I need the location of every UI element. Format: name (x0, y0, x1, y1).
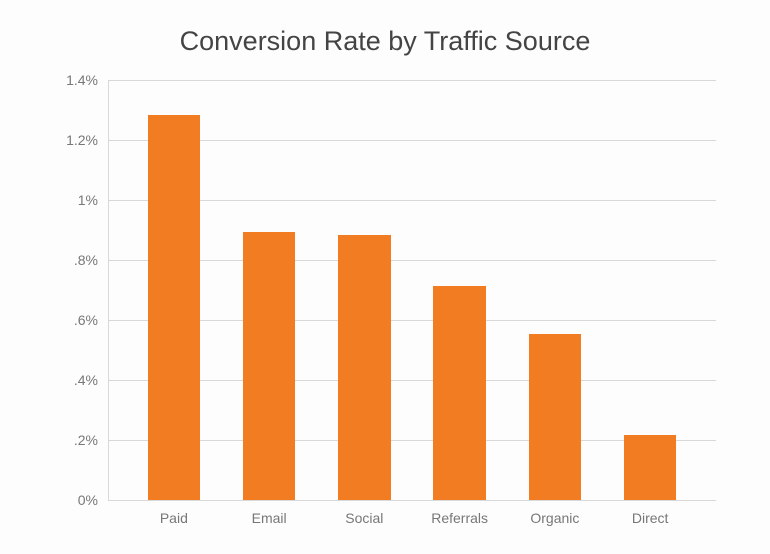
x-tick-label: Direct (632, 500, 669, 526)
bar (433, 286, 485, 500)
chart-container: Conversion Rate by Traffic Source 0%.2%.… (0, 0, 770, 554)
y-tick-label: .2% (74, 432, 108, 448)
x-tick-label: Organic (530, 500, 579, 526)
bar (624, 435, 676, 500)
y-tick-label: .4% (74, 372, 108, 388)
bar (338, 235, 390, 500)
grid-line (108, 500, 716, 501)
plot-area: 0%.2%.4%.6%.8%1%1.2%1.4% PaidEmailSocial… (108, 80, 716, 500)
y-tick-label: 1% (78, 192, 108, 208)
chart-title: Conversion Rate by Traffic Source (0, 26, 770, 57)
bar (243, 232, 295, 500)
bar (148, 115, 200, 501)
x-tick-label: Referrals (431, 500, 488, 526)
x-tick-label: Paid (160, 500, 188, 526)
y-tick-label: 1.4% (66, 72, 108, 88)
x-tick-label: Email (252, 500, 287, 526)
bar (529, 334, 581, 500)
x-tick-label: Social (345, 500, 383, 526)
y-tick-label: 1.2% (66, 132, 108, 148)
bars-group (108, 80, 716, 500)
y-tick-label: 0% (78, 492, 108, 508)
y-tick-label: .6% (74, 312, 108, 328)
y-tick-label: .8% (74, 252, 108, 268)
